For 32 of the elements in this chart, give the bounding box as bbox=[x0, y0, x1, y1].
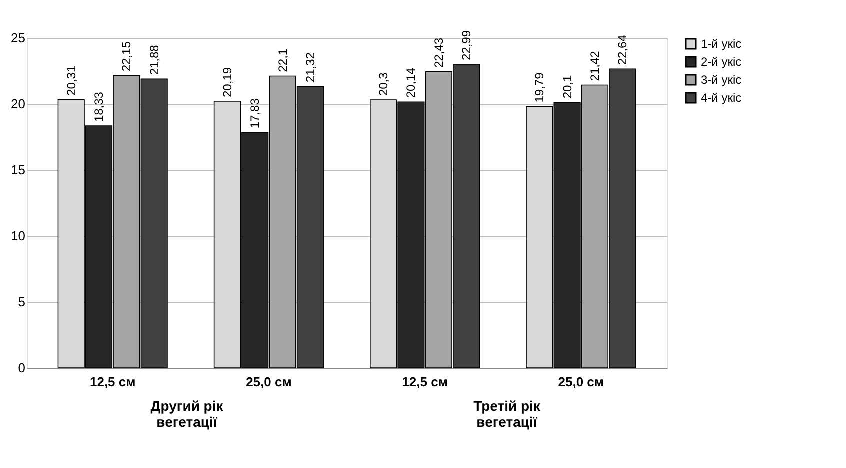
data-label: 21,32 bbox=[303, 52, 318, 83]
x-tick-label: 25,0 см bbox=[558, 374, 604, 390]
data-label: 17,83 bbox=[248, 98, 262, 129]
data-label: 22,99 bbox=[460, 30, 474, 61]
data-label: 18,33 bbox=[92, 92, 106, 122]
data-label: 20,31 bbox=[64, 66, 78, 96]
legend-label: 1-й укіс bbox=[701, 37, 742, 51]
y-tick-label: 0 bbox=[18, 360, 26, 376]
data-label: 22,64 bbox=[616, 34, 630, 66]
data-label: 20,14 bbox=[404, 68, 418, 98]
y-tick-label: 25 bbox=[11, 30, 26, 46]
data-label: 22,1 bbox=[276, 48, 290, 72]
data-label: 20,3 bbox=[376, 72, 391, 96]
y-tick-label: 5 bbox=[18, 294, 26, 310]
legend-label: 4-й укіс bbox=[701, 91, 742, 105]
y-tick-label: 20 bbox=[11, 96, 26, 112]
data-label: 20,19 bbox=[220, 67, 234, 98]
data-label: 19,79 bbox=[532, 72, 547, 103]
data-label: 21,42 bbox=[588, 50, 602, 82]
x-tick-label: 12,5 см bbox=[90, 374, 136, 390]
legend-label: 3-й укіс bbox=[701, 73, 742, 87]
x-tick-label: 12,5 см bbox=[402, 374, 448, 390]
data-label: 22,43 bbox=[432, 38, 446, 68]
data-label: 22,15 bbox=[120, 41, 134, 72]
text: Третій рік вегетації bbox=[474, 398, 542, 430]
x-tick-label: 25,0 см bbox=[246, 374, 292, 390]
y-tick-label: 15 bbox=[11, 162, 26, 178]
data-label: 21,88 bbox=[147, 44, 162, 76]
legend-label: 2-й укіс bbox=[701, 55, 742, 69]
y-tick-label: 10 bbox=[11, 228, 26, 244]
text: Другий рік вегетації bbox=[150, 398, 224, 430]
data-label: 20,1 bbox=[560, 75, 574, 99]
